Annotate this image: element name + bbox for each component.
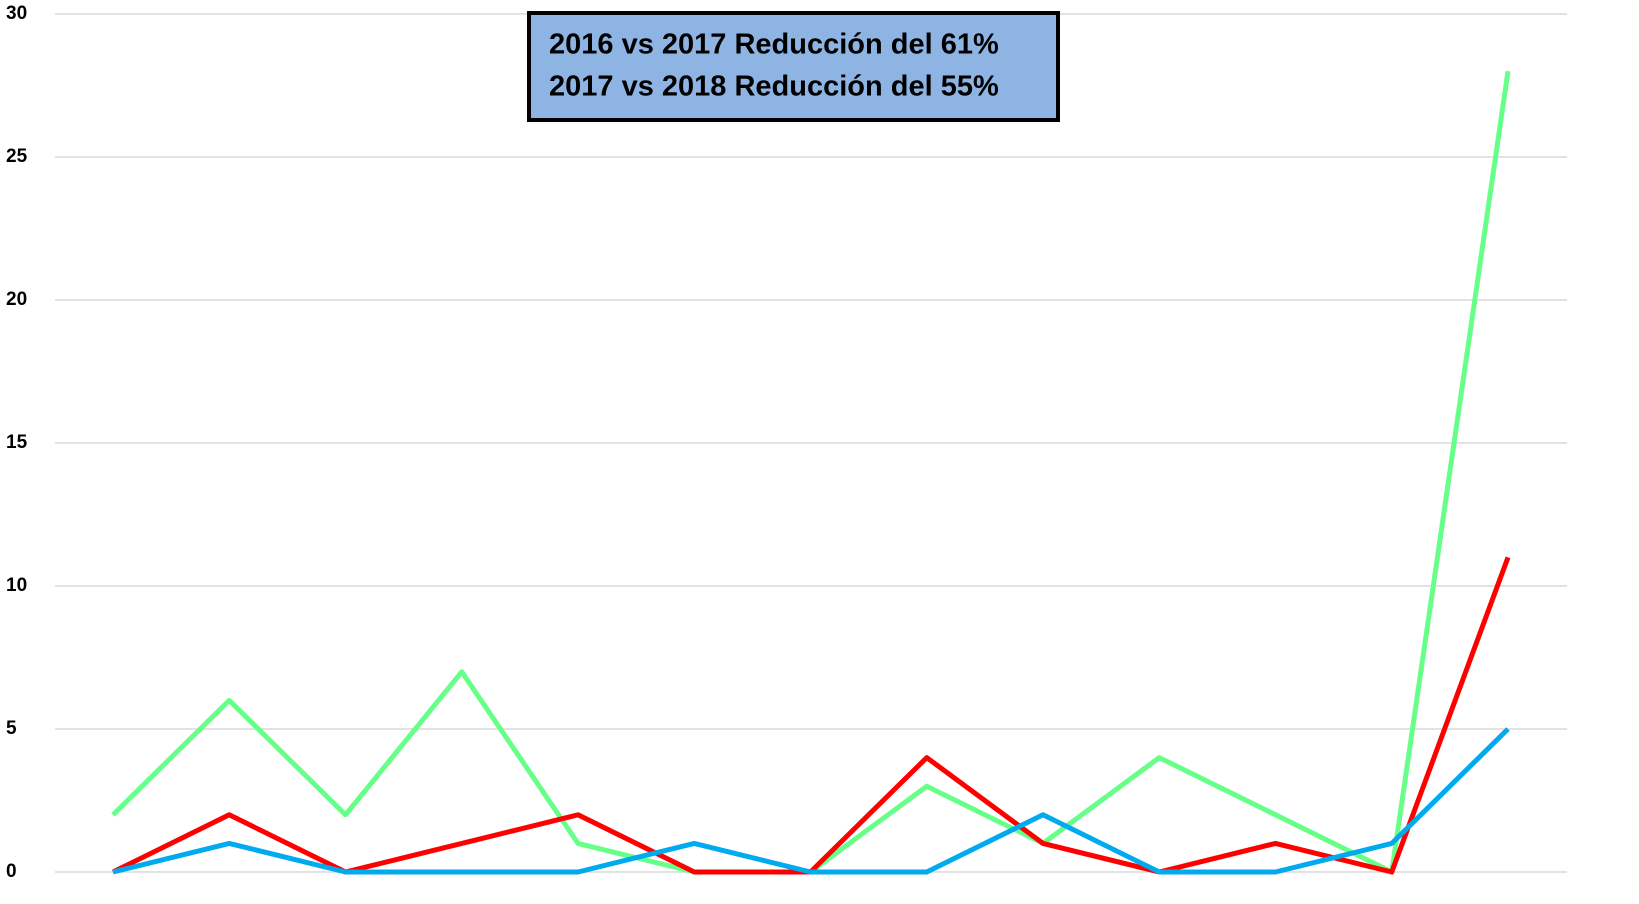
y-tick-label: 20 xyxy=(6,289,27,310)
annotation-line: 2017 vs 2018 Reducción del 55% xyxy=(549,71,999,103)
y-tick-label: 10 xyxy=(6,575,27,596)
y-tick-label: 25 xyxy=(6,146,28,167)
y-tick-label: 0 xyxy=(6,861,17,882)
y-tick-label: 5 xyxy=(6,718,17,739)
y-tick-label: 30 xyxy=(6,3,27,24)
annotation-line: 2016 vs 2017 Reducción del 61% xyxy=(549,29,999,61)
annotation-box xyxy=(527,11,1060,122)
series-line xyxy=(111,70,1511,875)
series-line xyxy=(112,727,1510,875)
y-tick-label: 15 xyxy=(6,432,28,453)
